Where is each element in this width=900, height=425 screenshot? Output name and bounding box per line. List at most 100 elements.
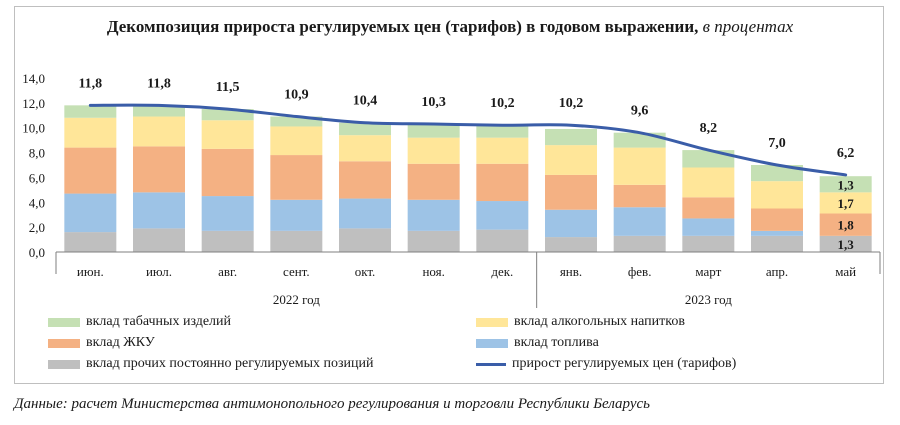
bar-segment-5: [682, 150, 735, 168]
legend-swatch-utilities: [48, 338, 80, 348]
bar-segment-label: 1,3: [838, 177, 855, 192]
legend-item-alcohol: вклад алкогольных напитков: [476, 314, 685, 330]
x-tick-label: апр.: [766, 264, 788, 279]
bar-segment-4: [407, 137, 460, 164]
bar-segment-3: [545, 174, 597, 210]
bar-segment-4: [545, 145, 597, 175]
bar-segment-3: [751, 208, 803, 231]
x-tick-label: окт.: [355, 264, 376, 279]
bar-segment-4: [751, 181, 803, 209]
line-data-label: 9,6: [631, 104, 649, 119]
bar-segment-4: [201, 120, 254, 149]
footnote: Данные: расчет Министерства антимонополь…: [14, 396, 650, 412]
bar-segment-3: [476, 163, 529, 202]
bar-segment-3: [613, 184, 666, 208]
x-tick-label: март: [695, 264, 721, 279]
chart-title: Декомпозиция прироста регулируемых цен (…: [20, 16, 880, 38]
bar-segment-2: [476, 201, 529, 230]
legend-label-fuel: вклад топлива: [514, 335, 599, 350]
legend-item-utilities: вклад ЖКУ: [48, 335, 155, 351]
y-tick-label: 10,0: [22, 121, 45, 136]
line-data-label: 10,2: [490, 96, 515, 111]
x-tick-label: ноя.: [422, 264, 444, 279]
bar-segment-2: [201, 196, 254, 231]
x-tick-label: май: [835, 264, 856, 279]
bar-segment-1: [201, 230, 254, 252]
bar-segment-4: [613, 147, 666, 185]
bar-segment-2: [407, 199, 460, 231]
line-data-label: 10,9: [284, 88, 309, 103]
x-tick-label: июн.: [77, 264, 104, 279]
bar-segment-5: [407, 123, 460, 138]
bar-segment-3: [407, 163, 460, 200]
bar-segment-1: [339, 228, 391, 252]
bar-segment-5: [270, 116, 323, 127]
bar-segment-5: [545, 128, 597, 146]
legend-label-line: прирост регулируемых цен (тарифов): [512, 356, 737, 371]
bar-segment-4: [339, 135, 391, 162]
line-data-label: 8,2: [700, 121, 718, 136]
line-data-label: 6,2: [837, 146, 855, 161]
bar-segment-5: [64, 105, 117, 118]
line-data-label: 11,8: [147, 76, 171, 91]
bar-segment-1: [270, 230, 323, 252]
line-series: [88, 103, 848, 177]
legend-swatch-tobacco: [48, 317, 80, 327]
bar-segment-3: [64, 147, 117, 194]
legend-label-utilities: вклад ЖКУ: [86, 335, 155, 350]
bar-segment-4: [133, 116, 185, 147]
y-tick-label: 14,0: [22, 71, 45, 86]
line-data-label: 7,0: [768, 136, 786, 151]
y-tick-label: 8,0: [29, 146, 45, 161]
line-data-label: 10,3: [421, 95, 446, 110]
legend-swatch-other: [48, 359, 80, 369]
legend-swatch-alcohol: [476, 317, 508, 327]
legend-item-other: вклад прочих постоянно регулируемых пози…: [48, 356, 373, 372]
bar-segment-5: [751, 165, 803, 182]
chart-title-text: Декомпозиция прироста регулируемых цен (…: [106, 17, 699, 36]
x-tick-label: сент.: [283, 264, 310, 279]
legend-item-tobacco: вклад табачных изделий: [48, 314, 231, 330]
bar-segment-4: [819, 192, 872, 214]
bar-segment-1: [682, 235, 735, 252]
y-tick-label: 0,0: [29, 245, 45, 260]
bar-segment-label: 1,3: [838, 237, 855, 252]
bar-segment-4: [270, 126, 323, 156]
y-tick-label: 12,0: [22, 96, 45, 111]
y-tick-label: 2,0: [29, 220, 45, 235]
bar-segment-5: [476, 125, 529, 138]
bar-segment-2: [545, 209, 597, 238]
line-data-label: 11,5: [216, 80, 240, 95]
x-tick-label: фев.: [628, 264, 652, 279]
bar-segment-5: [201, 109, 254, 121]
bar-segment-1: [613, 235, 666, 252]
x-tick-label: янв.: [560, 264, 582, 279]
bar-segment-3: [682, 197, 735, 219]
bar-segment-2: [613, 207, 666, 236]
x-tick-label: авг.: [218, 264, 237, 279]
bar-segment-5: [133, 105, 185, 117]
y-tick-label: 4,0: [29, 195, 45, 210]
bar-segment-2: [339, 198, 391, 229]
bar-segment-4: [64, 117, 117, 148]
bar-segment-1: [751, 235, 803, 252]
bar-segment-4: [476, 137, 529, 164]
legend-item-fuel: вклад топлива: [476, 335, 599, 351]
bar-segment-4: [682, 167, 735, 198]
bar-segment-label: 1,7: [838, 196, 855, 211]
bar-segment-3: [339, 161, 391, 199]
bar-segment-3: [133, 146, 185, 193]
bar-segment-1: [64, 232, 117, 252]
line-data-label: 11,8: [78, 76, 102, 91]
bar-segment-1: [476, 229, 529, 252]
legend-label-alcohol: вклад алкогольных напитков: [514, 314, 685, 329]
legend-item-line: прирост регулируемых цен (тарифов): [476, 356, 736, 372]
bar-segment-5: [819, 176, 872, 193]
bar-segment-5: [339, 122, 391, 136]
bar-segment-1: [545, 237, 597, 252]
bar-segment-3: [819, 213, 872, 236]
y-tick-label: 6,0: [29, 170, 45, 185]
line-data-label: 10,2: [559, 96, 584, 111]
bar-segment-2: [751, 230, 803, 236]
bar-segment-2: [133, 192, 185, 229]
